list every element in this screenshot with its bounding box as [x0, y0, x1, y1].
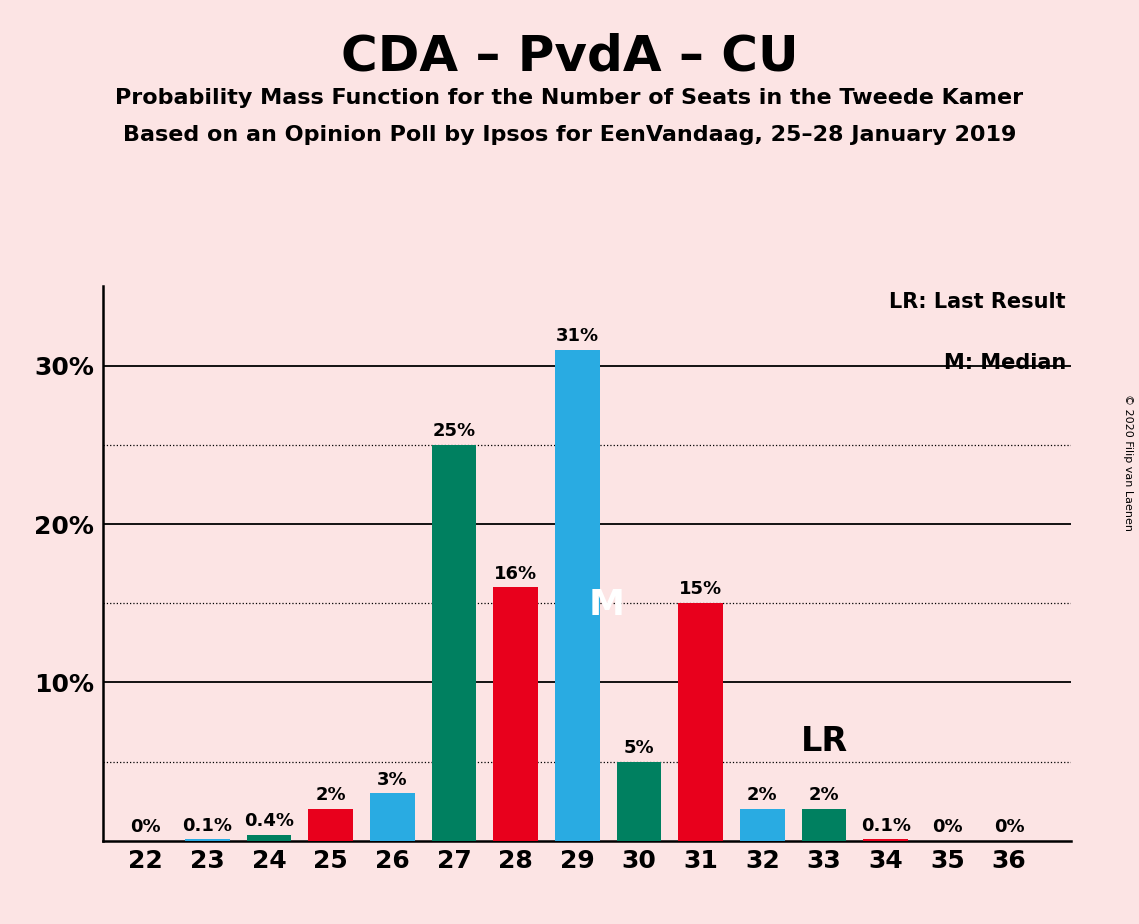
- Bar: [802, 809, 846, 841]
- Text: 15%: 15%: [679, 580, 722, 599]
- Text: M: M: [589, 589, 624, 622]
- Bar: [679, 603, 723, 841]
- Text: 31%: 31%: [556, 327, 599, 345]
- Bar: [863, 839, 908, 841]
- Text: 0%: 0%: [932, 818, 962, 836]
- Bar: [617, 761, 662, 841]
- Bar: [740, 809, 785, 841]
- Bar: [309, 809, 353, 841]
- Text: M: Median: M: Median: [943, 353, 1066, 373]
- Text: 0.1%: 0.1%: [182, 817, 232, 834]
- Text: 0.1%: 0.1%: [861, 817, 911, 834]
- Text: Based on an Opinion Poll by Ipsos for EenVandaag, 25–28 January 2019: Based on an Opinion Poll by Ipsos for Ee…: [123, 125, 1016, 145]
- Text: 25%: 25%: [433, 422, 476, 440]
- Bar: [186, 839, 230, 841]
- Text: LR: LR: [801, 725, 847, 759]
- Text: 0%: 0%: [993, 818, 1024, 836]
- Text: 2%: 2%: [809, 786, 839, 805]
- Text: 5%: 5%: [624, 739, 654, 757]
- Text: 3%: 3%: [377, 771, 408, 788]
- Text: Probability Mass Function for the Number of Seats in the Tweede Kamer: Probability Mass Function for the Number…: [115, 88, 1024, 108]
- Bar: [555, 350, 599, 841]
- Bar: [247, 834, 292, 841]
- Bar: [370, 794, 415, 841]
- Text: © 2020 Filip van Laenen: © 2020 Filip van Laenen: [1123, 394, 1133, 530]
- Text: 16%: 16%: [494, 565, 538, 583]
- Text: 0%: 0%: [130, 818, 161, 836]
- Text: LR: Last Result: LR: Last Result: [890, 292, 1066, 312]
- Bar: [432, 444, 476, 841]
- Bar: [493, 588, 538, 841]
- Text: 2%: 2%: [747, 786, 778, 805]
- Text: 2%: 2%: [316, 786, 346, 805]
- Text: 0.4%: 0.4%: [244, 812, 294, 830]
- Text: CDA – PvdA – CU: CDA – PvdA – CU: [341, 32, 798, 80]
